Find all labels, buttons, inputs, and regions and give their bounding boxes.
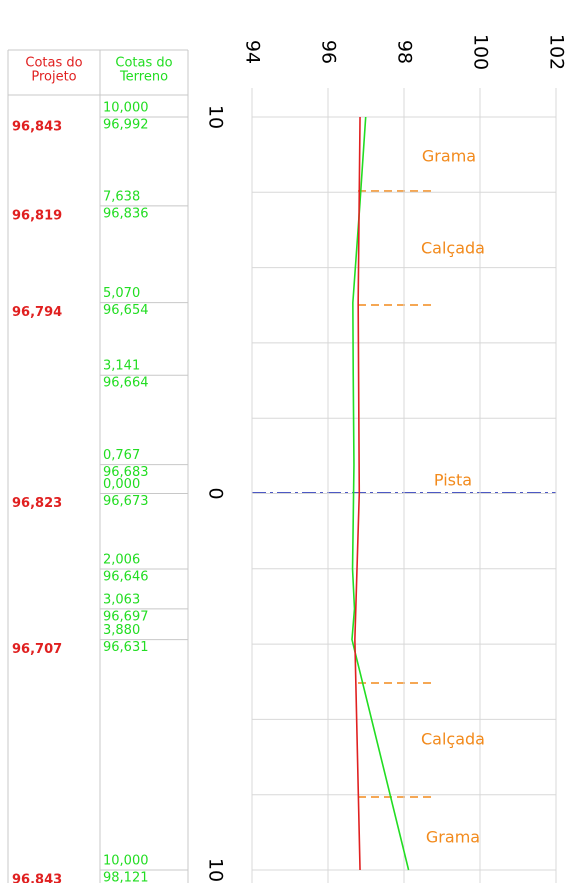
elevation-label: 96,794 [12,305,62,320]
distance-label: 0,767 [103,448,140,463]
zone-label: Calçada [421,730,485,749]
y-tick-label: 10 [205,105,227,129]
distance-label: 7,638 [103,189,140,204]
distance-label: 10,000 [103,101,149,116]
distance-label: 10,000 [103,854,149,869]
elevation-label: 96,836 [103,206,149,221]
distance-label: 0,000 [103,477,140,492]
zone-label: Grama [422,147,476,166]
x-tick-label: 100 [470,34,492,70]
profile-line [351,116,410,871]
profile-line [354,116,361,871]
column-header: Projeto [31,70,76,85]
elevation-label: 96,823 [12,496,62,511]
column-header: Terreno [119,70,168,85]
elevation-label: 96,664 [103,376,149,391]
elevation-label: 96,992 [103,118,149,133]
elevation-label: 96,697 [103,609,149,624]
elevation-label: 96,819 [12,208,62,223]
distance-label: 5,070 [103,286,140,301]
zone-label: Grama [426,828,480,847]
elevation-label: 96,646 [103,570,149,585]
y-tick-label: 10 [205,858,227,882]
y-tick-label: 0 [205,487,227,499]
elevation-label: 96,631 [103,640,149,655]
elevation-label: 96,673 [103,494,149,509]
elevation-label: 96,707 [12,642,62,657]
column-header: Cotas do [25,56,82,71]
elevation-label: 96,654 [103,303,149,318]
distance-label: 3,880 [103,623,140,638]
x-tick-label: 102 [546,34,568,70]
zone-label: Calçada [421,239,485,258]
table-frame [7,49,189,883]
elevation-label: 96,843 [12,120,62,135]
zone-label: Pista [434,471,472,490]
distance-label: 2,006 [103,553,140,568]
elevation-label: 96,683 [103,465,149,480]
elevation-label: 96,843 [12,873,62,883]
column-header: Cotas do [115,56,172,71]
distance-label: 3,063 [103,592,140,607]
x-tick-label: 98 [394,40,416,64]
distance-label: 3,141 [103,359,140,374]
x-tick-label: 94 [242,40,264,64]
x-tick-label: 96 [318,40,340,64]
curb-markers [358,190,436,798]
elevation-label: 98,121 [103,871,149,883]
